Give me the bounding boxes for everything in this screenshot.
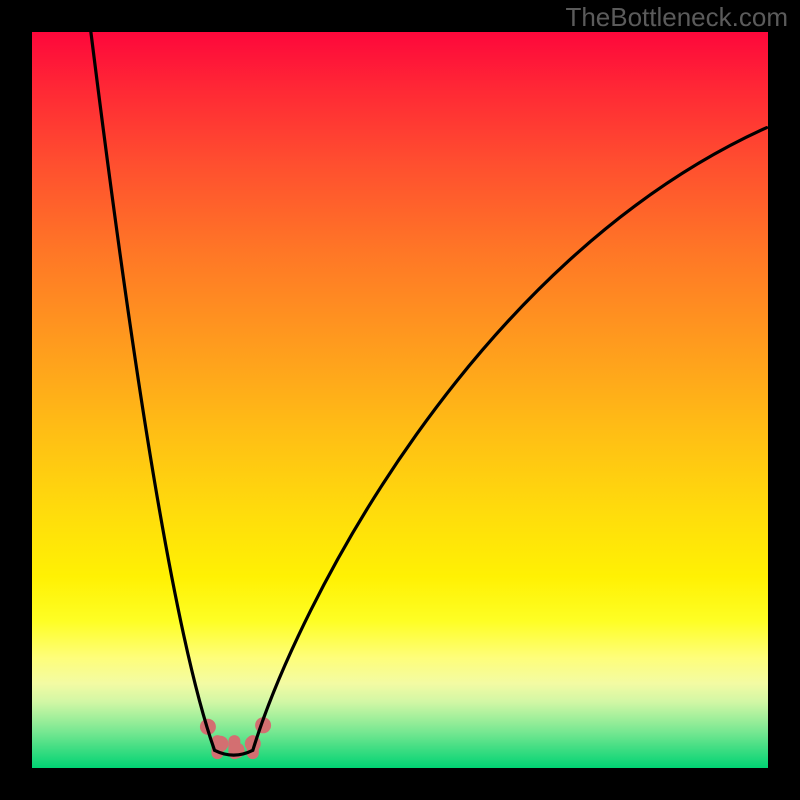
watermark-text: TheBottleneck.com xyxy=(565,2,788,33)
chart-svg xyxy=(0,0,800,800)
chart-stage: TheBottleneck.com xyxy=(0,0,800,800)
